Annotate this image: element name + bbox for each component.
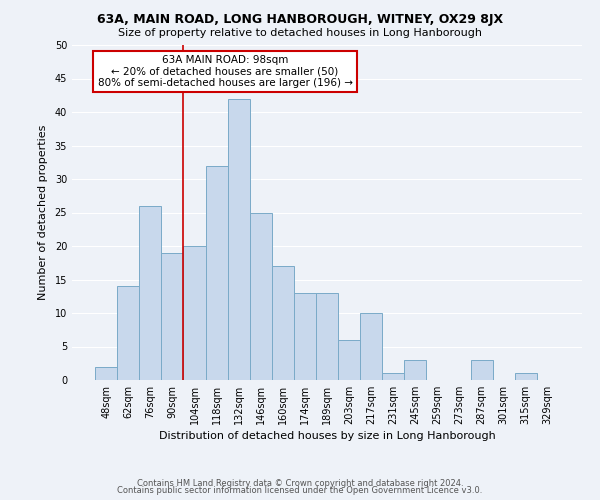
Bar <box>316 293 338 380</box>
Bar <box>382 374 404 380</box>
Text: Contains HM Land Registry data © Crown copyright and database right 2024.: Contains HM Land Registry data © Crown c… <box>137 478 463 488</box>
Bar <box>515 374 537 380</box>
Bar <box>294 293 316 380</box>
Bar <box>95 366 117 380</box>
Bar <box>338 340 360 380</box>
Y-axis label: Number of detached properties: Number of detached properties <box>38 125 47 300</box>
Bar <box>404 360 427 380</box>
Text: 63A, MAIN ROAD, LONG HANBOROUGH, WITNEY, OX29 8JX: 63A, MAIN ROAD, LONG HANBOROUGH, WITNEY,… <box>97 12 503 26</box>
Bar <box>470 360 493 380</box>
Text: Contains public sector information licensed under the Open Government Licence v3: Contains public sector information licen… <box>118 486 482 495</box>
Bar <box>139 206 161 380</box>
Bar <box>360 313 382 380</box>
Bar <box>227 98 250 380</box>
Bar <box>117 286 139 380</box>
Bar <box>250 212 272 380</box>
X-axis label: Distribution of detached houses by size in Long Hanborough: Distribution of detached houses by size … <box>158 431 496 441</box>
Bar <box>184 246 206 380</box>
Bar <box>272 266 294 380</box>
Text: 63A MAIN ROAD: 98sqm
← 20% of detached houses are smaller (50)
80% of semi-detac: 63A MAIN ROAD: 98sqm ← 20% of detached h… <box>97 55 353 88</box>
Bar <box>161 252 184 380</box>
Bar <box>206 166 227 380</box>
Text: Size of property relative to detached houses in Long Hanborough: Size of property relative to detached ho… <box>118 28 482 38</box>
